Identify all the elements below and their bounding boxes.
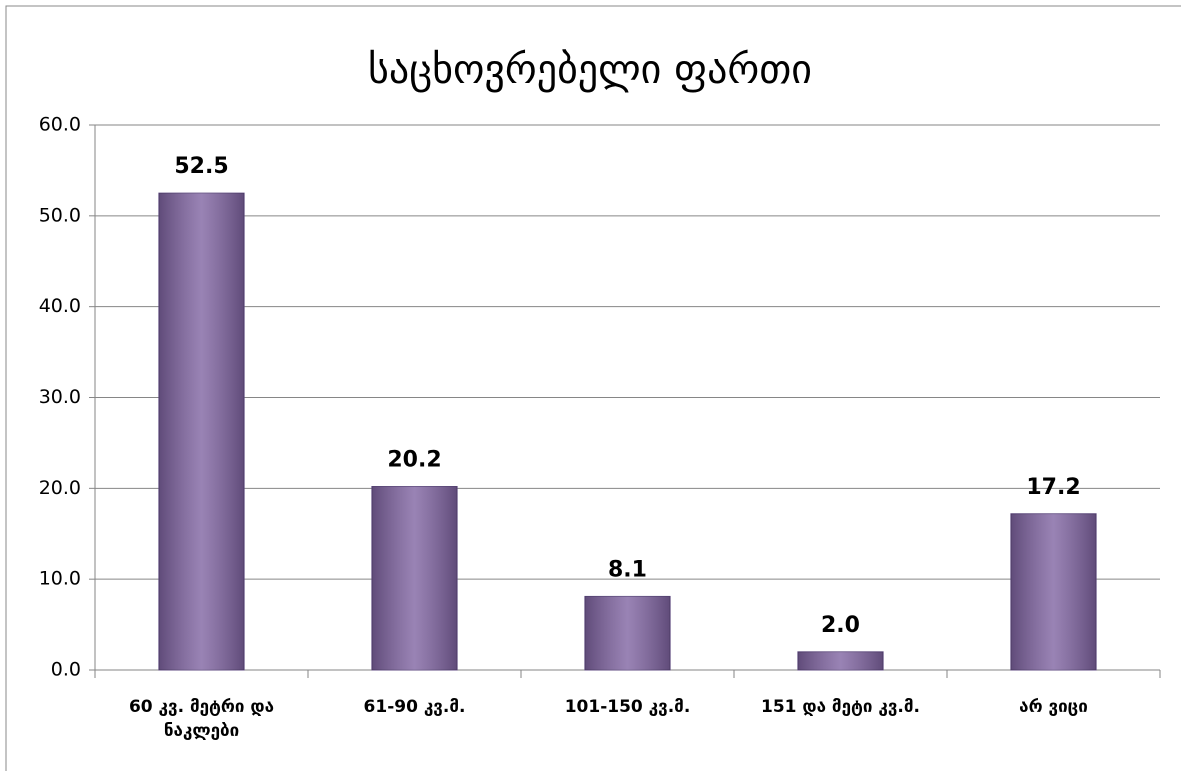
chart-border xyxy=(5,5,1181,771)
y-tick-label: 30.0 xyxy=(39,386,81,408)
data-label: 17.2 xyxy=(1026,475,1080,500)
data-label: 8.1 xyxy=(608,557,647,582)
data-label: 52.5 xyxy=(174,154,228,179)
data-label: 2.0 xyxy=(821,613,860,638)
chart-title: საცხოვრებელი ფართი xyxy=(368,47,812,93)
y-tick-label: 50.0 xyxy=(39,204,81,226)
bar xyxy=(1010,513,1097,671)
x-tick-label: 60 კვ. მეტრი და ნაკლები xyxy=(128,697,275,741)
y-tick-label: 20.0 xyxy=(39,477,81,499)
bar xyxy=(371,486,458,671)
x-tick-label: არ ვიცი xyxy=(1019,697,1088,717)
bar xyxy=(158,192,245,671)
x-tick-label: 151 და მეტი კვ.მ. xyxy=(760,697,921,717)
y-tick-label: 0.0 xyxy=(51,659,81,681)
bar xyxy=(584,595,671,671)
x-tick-label: 61-90 კვ.მ. xyxy=(363,697,466,717)
x-tick-label: 101-150 კვ.მ. xyxy=(564,697,691,717)
bar xyxy=(797,651,884,671)
y-tick-label: 60.0 xyxy=(39,114,81,136)
y-tick-label: 10.0 xyxy=(39,568,81,590)
y-tick-label: 40.0 xyxy=(39,295,81,317)
data-label: 20.2 xyxy=(387,448,441,473)
